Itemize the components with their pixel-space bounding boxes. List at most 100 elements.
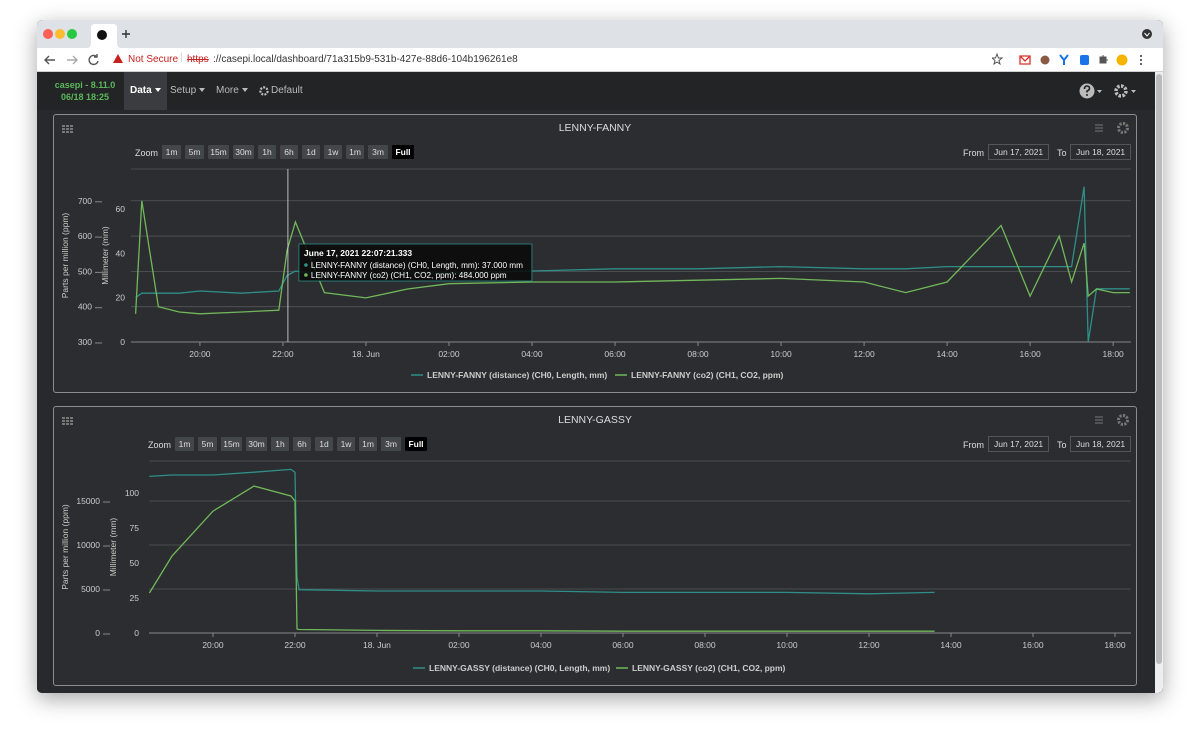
scroll-thumb[interactable] bbox=[1156, 74, 1162, 664]
bookmark-star[interactable] bbox=[992, 52, 1004, 66]
not-secure[interactable]: Not Secure bbox=[128, 54, 179, 65]
extension-icon[interactable] bbox=[1059, 54, 1069, 65]
y2-tick-label: 0 bbox=[95, 628, 100, 638]
zoom-button[interactable]: 15m bbox=[208, 145, 229, 159]
zoom-button[interactable]: 3m bbox=[368, 145, 388, 159]
layout-default[interactable]: Default bbox=[271, 85, 303, 96]
drag-handle-dot bbox=[70, 420, 73, 422]
zoom-button[interactable]: 1w bbox=[337, 437, 355, 451]
from-input[interactable]: Jun 17, 2021 bbox=[988, 436, 1050, 452]
y2-tick-label: 400 bbox=[78, 302, 92, 312]
x-tick-label: 02:00 bbox=[448, 640, 470, 650]
tooltip-title: June 17, 2021 22:07:21.333 bbox=[304, 248, 412, 258]
panel-menu[interactable] bbox=[1095, 124, 1103, 132]
close-button[interactable] bbox=[43, 29, 53, 39]
panel-menu[interactable] bbox=[1095, 416, 1103, 424]
series-line bbox=[148, 485, 935, 632]
zoom-button[interactable]: 1m bbox=[175, 437, 194, 451]
x-tick-label: 10:00 bbox=[776, 640, 798, 650]
menu-more[interactable]: More bbox=[216, 85, 248, 96]
address-bar: Not Secure | https ://casepi.local/dashb… bbox=[37, 48, 1163, 72]
minimize-button[interactable] bbox=[55, 29, 65, 39]
x-tick-label: 04:00 bbox=[521, 349, 543, 359]
tab-menu[interactable] bbox=[1141, 28, 1153, 40]
y2-tick-label: 700 bbox=[78, 196, 92, 206]
zoom-button[interactable]: 1h bbox=[258, 145, 276, 159]
zoom-button[interactable]: 15m bbox=[221, 437, 242, 451]
drag-handle-dot bbox=[66, 420, 69, 422]
panel-settings[interactable] bbox=[1117, 414, 1129, 426]
forward-button[interactable] bbox=[67, 55, 78, 65]
zoom-label: Zoom bbox=[135, 148, 159, 158]
reload-button[interactable] bbox=[88, 54, 99, 66]
legend-label[interactable]: LENNY-GASSY (co2) (CH1, CO2, ppm) bbox=[632, 663, 786, 673]
extension-icon[interactable] bbox=[1040, 55, 1050, 65]
x-tick-label: 16:00 bbox=[1019, 349, 1041, 359]
from-input[interactable]: Jun 17, 2021 bbox=[988, 144, 1050, 160]
profile-button[interactable] bbox=[1116, 54, 1128, 66]
zoom-button[interactable]: 1h bbox=[271, 437, 289, 451]
drag-handle-dot bbox=[70, 423, 73, 425]
zoom-button[interactable]: 30m bbox=[246, 437, 267, 451]
drag-handle-dot bbox=[66, 417, 69, 419]
menu-setup[interactable]: Setup bbox=[170, 85, 206, 96]
zoom-button[interactable]: 6h bbox=[280, 145, 298, 159]
brand[interactable]: casepi - 8.11.0 bbox=[54, 80, 116, 90]
drag-handle-dot bbox=[62, 417, 65, 419]
zoom-button[interactable] bbox=[67, 29, 77, 39]
panel-settings[interactable] bbox=[1117, 122, 1129, 134]
x-tick-label: 18. Jun bbox=[352, 349, 380, 359]
legend-label[interactable]: LENNY-FANNY (distance) (CH0, Length, mm) bbox=[427, 370, 607, 380]
y-tick-label: 25 bbox=[130, 593, 140, 603]
zoom-button[interactable]: 1m bbox=[346, 145, 364, 159]
scrollbar[interactable] bbox=[1155, 72, 1163, 693]
zoom-button[interactable]: 1d bbox=[315, 437, 333, 451]
x-tick-label: 22:00 bbox=[272, 349, 294, 359]
zoom-button[interactable]: 1d bbox=[302, 145, 320, 159]
zoom-button[interactable]: 1m bbox=[359, 437, 377, 451]
drag-handle-dot bbox=[62, 131, 65, 133]
to-input[interactable]: Jun 18, 2021 bbox=[1070, 144, 1132, 160]
x-tick-label: 08:00 bbox=[694, 640, 716, 650]
zoom-button[interactable]: 5m bbox=[198, 437, 217, 451]
zoom-button[interactable]: 1m bbox=[162, 145, 181, 159]
to-label: To bbox=[1057, 440, 1067, 450]
zoom-button[interactable]: 5m bbox=[185, 145, 204, 159]
x-tick-label: 06:00 bbox=[604, 349, 626, 359]
zoom-label: Zoom bbox=[148, 440, 172, 450]
panel-icons bbox=[62, 414, 1129, 426]
drag-handle-dot bbox=[66, 128, 69, 130]
zoom-button[interactable]: 30m bbox=[233, 145, 254, 159]
browser-menu[interactable] bbox=[1139, 62, 1143, 66]
x-tick-label: 18:00 bbox=[1104, 640, 1126, 650]
url-scheme[interactable]: https bbox=[187, 54, 209, 65]
tooltip-box bbox=[298, 243, 533, 282]
y2-axis-title: Parts per million (ppm) bbox=[60, 213, 70, 299]
drag-handle-dot bbox=[70, 128, 73, 130]
extension-icon[interactable] bbox=[1080, 55, 1089, 65]
to-input[interactable]: Jun 18, 2021 bbox=[1070, 436, 1132, 452]
zoom-button[interactable]: 3m bbox=[381, 437, 401, 451]
menu-label: Setup bbox=[170, 85, 197, 96]
new-tab-button[interactable] bbox=[122, 30, 130, 38]
extensions-button[interactable] bbox=[1099, 55, 1108, 64]
zoom-button[interactable]: Full bbox=[405, 437, 427, 451]
gmail-icon[interactable] bbox=[1019, 55, 1031, 65]
drag-handle-dot bbox=[62, 128, 65, 130]
settings-button[interactable] bbox=[1114, 84, 1128, 98]
drag-handle-dot bbox=[66, 131, 69, 133]
y-tick-label: 75 bbox=[130, 523, 140, 533]
legend-label[interactable]: LENNY-GASSY (distance) (CH0, Length, mm) bbox=[429, 663, 610, 673]
zoom-button[interactable]: 1w bbox=[324, 145, 342, 159]
series-line bbox=[135, 186, 1130, 343]
zoom-button[interactable]: 6h bbox=[293, 437, 311, 451]
zoom-button[interactable]: Full bbox=[392, 145, 414, 159]
nav-buttons bbox=[44, 54, 99, 66]
y2-tick-label: 300 bbox=[78, 337, 92, 347]
legend-label[interactable]: LENNY-FANNY (co2) (CH1, CO2, ppm) bbox=[631, 370, 784, 380]
back-button[interactable] bbox=[44, 55, 55, 65]
url[interactable]: ://casepi.local/dashboard/71a315b9-531b-… bbox=[213, 54, 518, 65]
drag-handle-dot bbox=[70, 125, 73, 127]
menu-data[interactable]: Data bbox=[124, 72, 167, 110]
